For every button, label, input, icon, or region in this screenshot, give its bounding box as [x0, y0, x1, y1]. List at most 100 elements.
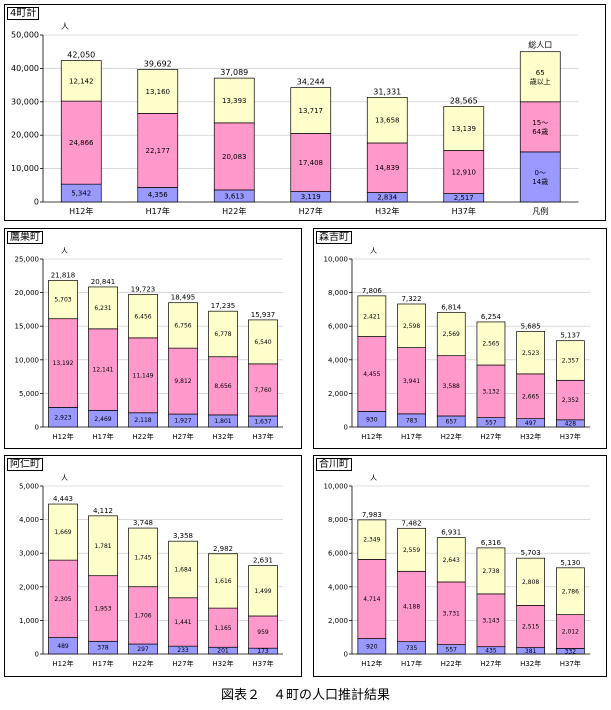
bar-segment-15-64: [168, 597, 198, 647]
data-label: 1,927: [174, 418, 191, 425]
chart-title: 鷹巣町: [7, 231, 43, 244]
data-label: 1,745: [134, 554, 151, 561]
y-tick-label: 15,000: [15, 323, 40, 331]
data-label: 3,588: [443, 383, 460, 390]
bar-segment-15-64: [168, 347, 198, 415]
total-label: 20,841: [91, 278, 116, 286]
x-tick-label: H12年: [52, 432, 73, 441]
data-label: 2,357: [562, 358, 579, 365]
y-tick-label: 5,000: [19, 390, 39, 398]
y-tick-label: 0: [35, 651, 39, 659]
bar-segment-15-64: [248, 615, 278, 649]
bar-segment-65plus: [366, 97, 408, 144]
data-label: 435: [485, 647, 497, 654]
total-label: 6,814: [441, 304, 462, 312]
total-label: 7,983: [362, 511, 382, 519]
x-tick-label: H37年: [252, 432, 273, 441]
total-label: 19,723: [131, 285, 156, 293]
total-label: 39,692: [144, 59, 172, 68]
panel-ani: 0 1,000 2,000 3,000 4,000 5,000 人 489 2,305 1,669…: [4, 455, 302, 677]
total-label: 21,818: [51, 271, 76, 279]
chart-total: 0 10,000 20,000 30,000 40,000 50,000 人 5,342 24,…: [11, 22, 579, 216]
x-tick-label: H17年: [92, 432, 113, 441]
total-label: 7,322: [402, 295, 422, 303]
data-label: 2,349: [363, 537, 380, 544]
data-label: 13,717: [299, 107, 324, 115]
data-label: 1,801: [214, 418, 231, 425]
bar-segment-15-64: [60, 100, 102, 185]
total-label: 18,495: [171, 294, 196, 302]
total-label: 17,235: [211, 302, 236, 310]
data-label: 1,616: [214, 578, 231, 585]
data-label: 20,083: [222, 153, 247, 161]
data-label: 13,160: [146, 88, 171, 96]
bar-segment-65plus: [208, 310, 238, 358]
bar-segment-15-64: [357, 558, 387, 639]
data-label: 17,408: [299, 159, 324, 167]
data-label: 2,569: [443, 331, 460, 338]
bar-segment-65plus: [48, 280, 78, 320]
data-label: 557: [446, 646, 458, 653]
bar-segment-65plus: [516, 557, 545, 606]
total-label: 34,244: [297, 78, 325, 87]
bar-segment-15-64: [208, 607, 238, 648]
bar-segment-65plus: [476, 321, 506, 366]
x-tick-label: H12年: [69, 206, 93, 216]
legend-15-64: [519, 101, 561, 153]
bar-segment-65plus: [436, 537, 466, 583]
total-label: 28,565: [450, 97, 478, 106]
data-label: 1,781: [94, 543, 111, 550]
total-label: 4,112: [93, 507, 113, 515]
bar-segment-65plus: [213, 77, 255, 124]
bar-segment-65plus: [88, 286, 118, 330]
chart-title: 4町計: [7, 7, 40, 20]
total-label: 31,331: [373, 87, 401, 96]
x-tick-label: H27年: [480, 659, 501, 668]
x-tick-label: H17年: [92, 659, 113, 668]
total-label: 6,254: [481, 313, 502, 321]
data-label: 3,613: [224, 192, 244, 200]
x-tick-label: H32年: [520, 432, 541, 441]
chart-ani: 0 1,000 2,000 3,000 4,000 5,000 人 489 2,305 1,669…: [19, 474, 283, 668]
y-tick-label: 2,000: [19, 583, 39, 591]
data-label: 3,143: [482, 617, 499, 624]
total-label: 5,685: [521, 322, 541, 330]
total-label: 2,982: [213, 545, 233, 553]
x-tick-label: H37年: [560, 659, 581, 668]
unit-label: 人: [61, 247, 68, 255]
data-label: 14,839: [375, 164, 400, 172]
data-label: 13,139: [452, 125, 477, 133]
data-label: 4,188: [403, 604, 420, 611]
bar-segment-65plus: [208, 553, 238, 609]
bar-segment-15-64: [48, 318, 78, 408]
data-label: 930: [366, 416, 378, 423]
bar-segment-15-64: [397, 570, 426, 643]
total-label: 5,130: [560, 559, 580, 567]
data-label: 2,421: [363, 313, 380, 320]
bar-segment-15-64: [137, 113, 179, 188]
chart-aikawa: 0 2,000 4,000 6,000 8,000 10,000 人 920 4,714 2,34…: [324, 474, 591, 668]
panel-aikawa: 0 2,000 4,000 6,000 8,000 10,000 人 920 4,714 2,34…: [313, 455, 607, 677]
data-label: 6,540: [254, 339, 271, 346]
total-label: 42,050: [67, 51, 95, 60]
panel-takanosu: 0 5,000 10,000 15,000 20,000 25,000 人 2,923 13,1…: [4, 228, 302, 449]
data-label: 13,658: [375, 117, 400, 125]
bar-segment-15-64: [443, 150, 485, 194]
bar-segment-15-64: [397, 347, 426, 415]
x-tick-label: H12年: [361, 432, 382, 441]
figure-caption: 図表２ ４町の人口推計結果: [220, 688, 390, 703]
data-label: 6,778: [214, 331, 231, 338]
data-label: 201: [217, 648, 229, 655]
bar-segment-65plus: [248, 565, 278, 617]
data-label: 2,012: [562, 629, 579, 636]
data-label: 233: [177, 647, 189, 654]
y-tick-label: 6,000: [328, 323, 348, 331]
x-tick-label: 凡例: [532, 206, 548, 216]
data-label: 6,231: [94, 305, 111, 312]
data-label: 9,812: [174, 378, 191, 385]
total-label: 3,358: [173, 532, 193, 540]
unit-label: 人: [370, 247, 377, 255]
data-label: 173: [257, 648, 269, 655]
bar-segment-65plus: [357, 519, 387, 560]
y-tick-label: 20,000: [15, 289, 40, 297]
